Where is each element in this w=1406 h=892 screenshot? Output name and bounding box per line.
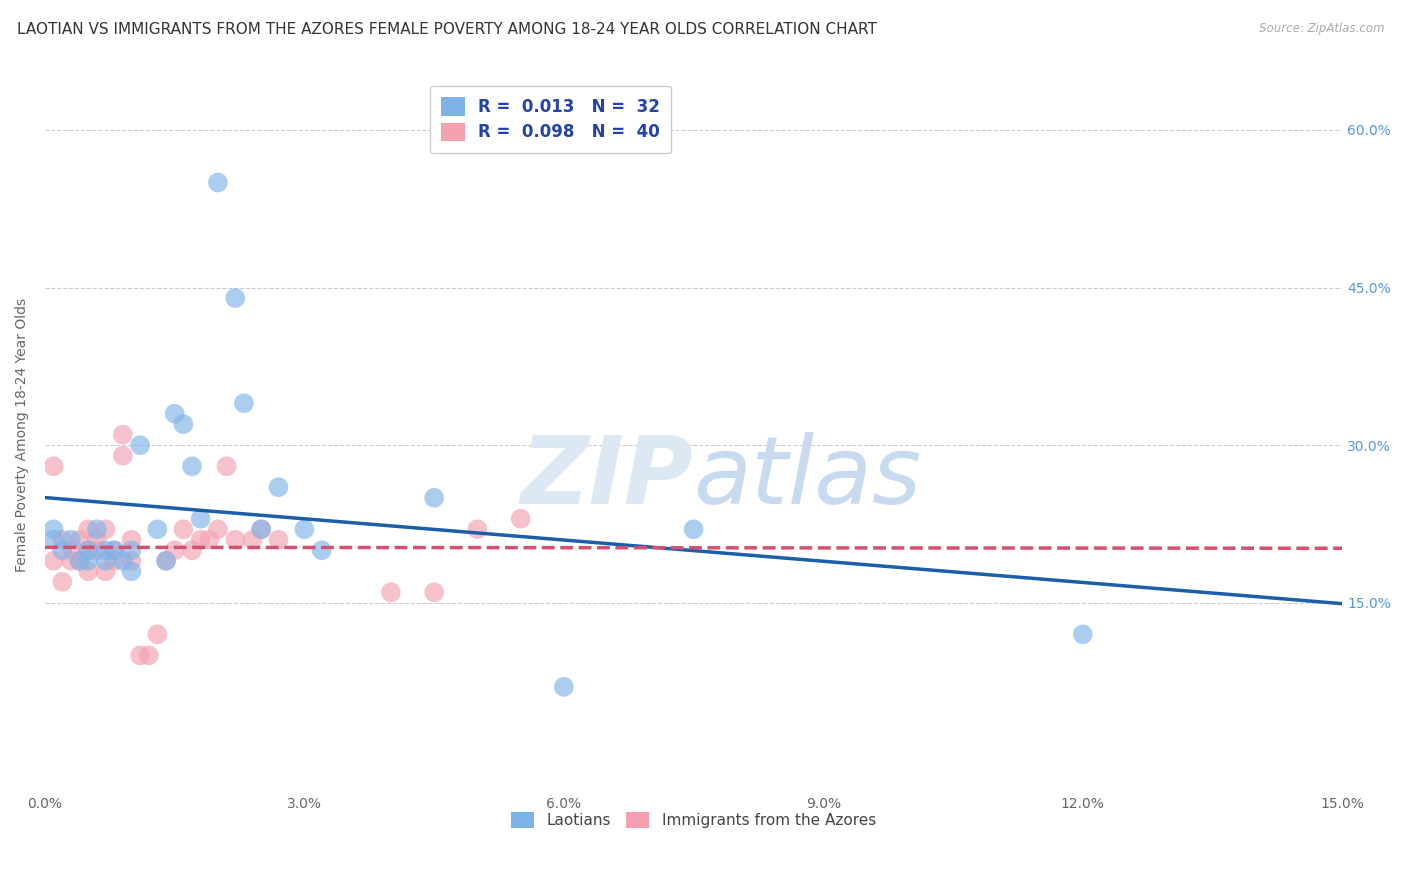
Point bbox=[172, 417, 194, 432]
Point bbox=[129, 438, 152, 452]
Point bbox=[146, 627, 169, 641]
Point bbox=[77, 543, 100, 558]
Point bbox=[232, 396, 254, 410]
Point bbox=[250, 522, 273, 536]
Point bbox=[242, 533, 264, 547]
Point bbox=[94, 522, 117, 536]
Point bbox=[111, 554, 134, 568]
Point bbox=[94, 554, 117, 568]
Point bbox=[120, 564, 142, 578]
Point bbox=[42, 533, 65, 547]
Point bbox=[682, 522, 704, 536]
Point bbox=[198, 533, 221, 547]
Point bbox=[423, 585, 446, 599]
Point bbox=[69, 533, 91, 547]
Point bbox=[120, 533, 142, 547]
Point bbox=[94, 543, 117, 558]
Point bbox=[77, 564, 100, 578]
Point bbox=[42, 554, 65, 568]
Point bbox=[294, 522, 316, 536]
Point bbox=[423, 491, 446, 505]
Point bbox=[86, 543, 108, 558]
Point bbox=[224, 291, 246, 305]
Point bbox=[51, 543, 73, 558]
Point bbox=[250, 522, 273, 536]
Point bbox=[215, 459, 238, 474]
Point bbox=[59, 533, 82, 547]
Point bbox=[59, 543, 82, 558]
Point bbox=[509, 512, 531, 526]
Point bbox=[42, 522, 65, 536]
Point bbox=[181, 543, 204, 558]
Text: atlas: atlas bbox=[693, 432, 922, 523]
Point bbox=[380, 585, 402, 599]
Point bbox=[1071, 627, 1094, 641]
Point bbox=[51, 533, 73, 547]
Point bbox=[77, 543, 100, 558]
Legend: Laotians, Immigrants from the Azores: Laotians, Immigrants from the Azores bbox=[505, 805, 882, 834]
Text: LAOTIAN VS IMMIGRANTS FROM THE AZORES FEMALE POVERTY AMONG 18-24 YEAR OLDS CORRE: LAOTIAN VS IMMIGRANTS FROM THE AZORES FE… bbox=[17, 22, 877, 37]
Point bbox=[207, 522, 229, 536]
Point bbox=[103, 554, 125, 568]
Point bbox=[138, 648, 160, 663]
Point bbox=[155, 554, 177, 568]
Point bbox=[77, 522, 100, 536]
Point bbox=[111, 427, 134, 442]
Point bbox=[181, 459, 204, 474]
Point bbox=[267, 533, 290, 547]
Point bbox=[120, 554, 142, 568]
Point bbox=[86, 533, 108, 547]
Point bbox=[224, 533, 246, 547]
Point bbox=[120, 543, 142, 558]
Point bbox=[42, 459, 65, 474]
Point bbox=[163, 543, 186, 558]
Point bbox=[111, 449, 134, 463]
Point bbox=[207, 176, 229, 190]
Point bbox=[267, 480, 290, 494]
Point bbox=[172, 522, 194, 536]
Point bbox=[69, 554, 91, 568]
Point bbox=[155, 554, 177, 568]
Point bbox=[103, 543, 125, 558]
Point bbox=[94, 564, 117, 578]
Point bbox=[553, 680, 575, 694]
Text: Source: ZipAtlas.com: Source: ZipAtlas.com bbox=[1260, 22, 1385, 36]
Point bbox=[59, 554, 82, 568]
Point bbox=[69, 554, 91, 568]
Text: ZIP: ZIP bbox=[520, 432, 693, 524]
Point bbox=[86, 522, 108, 536]
Point bbox=[163, 407, 186, 421]
Point bbox=[190, 533, 212, 547]
Point bbox=[51, 574, 73, 589]
Point bbox=[467, 522, 489, 536]
Point bbox=[129, 648, 152, 663]
Y-axis label: Female Poverty Among 18-24 Year Olds: Female Poverty Among 18-24 Year Olds bbox=[15, 298, 30, 572]
Point bbox=[77, 554, 100, 568]
Point bbox=[190, 512, 212, 526]
Point bbox=[103, 543, 125, 558]
Point bbox=[311, 543, 333, 558]
Point bbox=[146, 522, 169, 536]
